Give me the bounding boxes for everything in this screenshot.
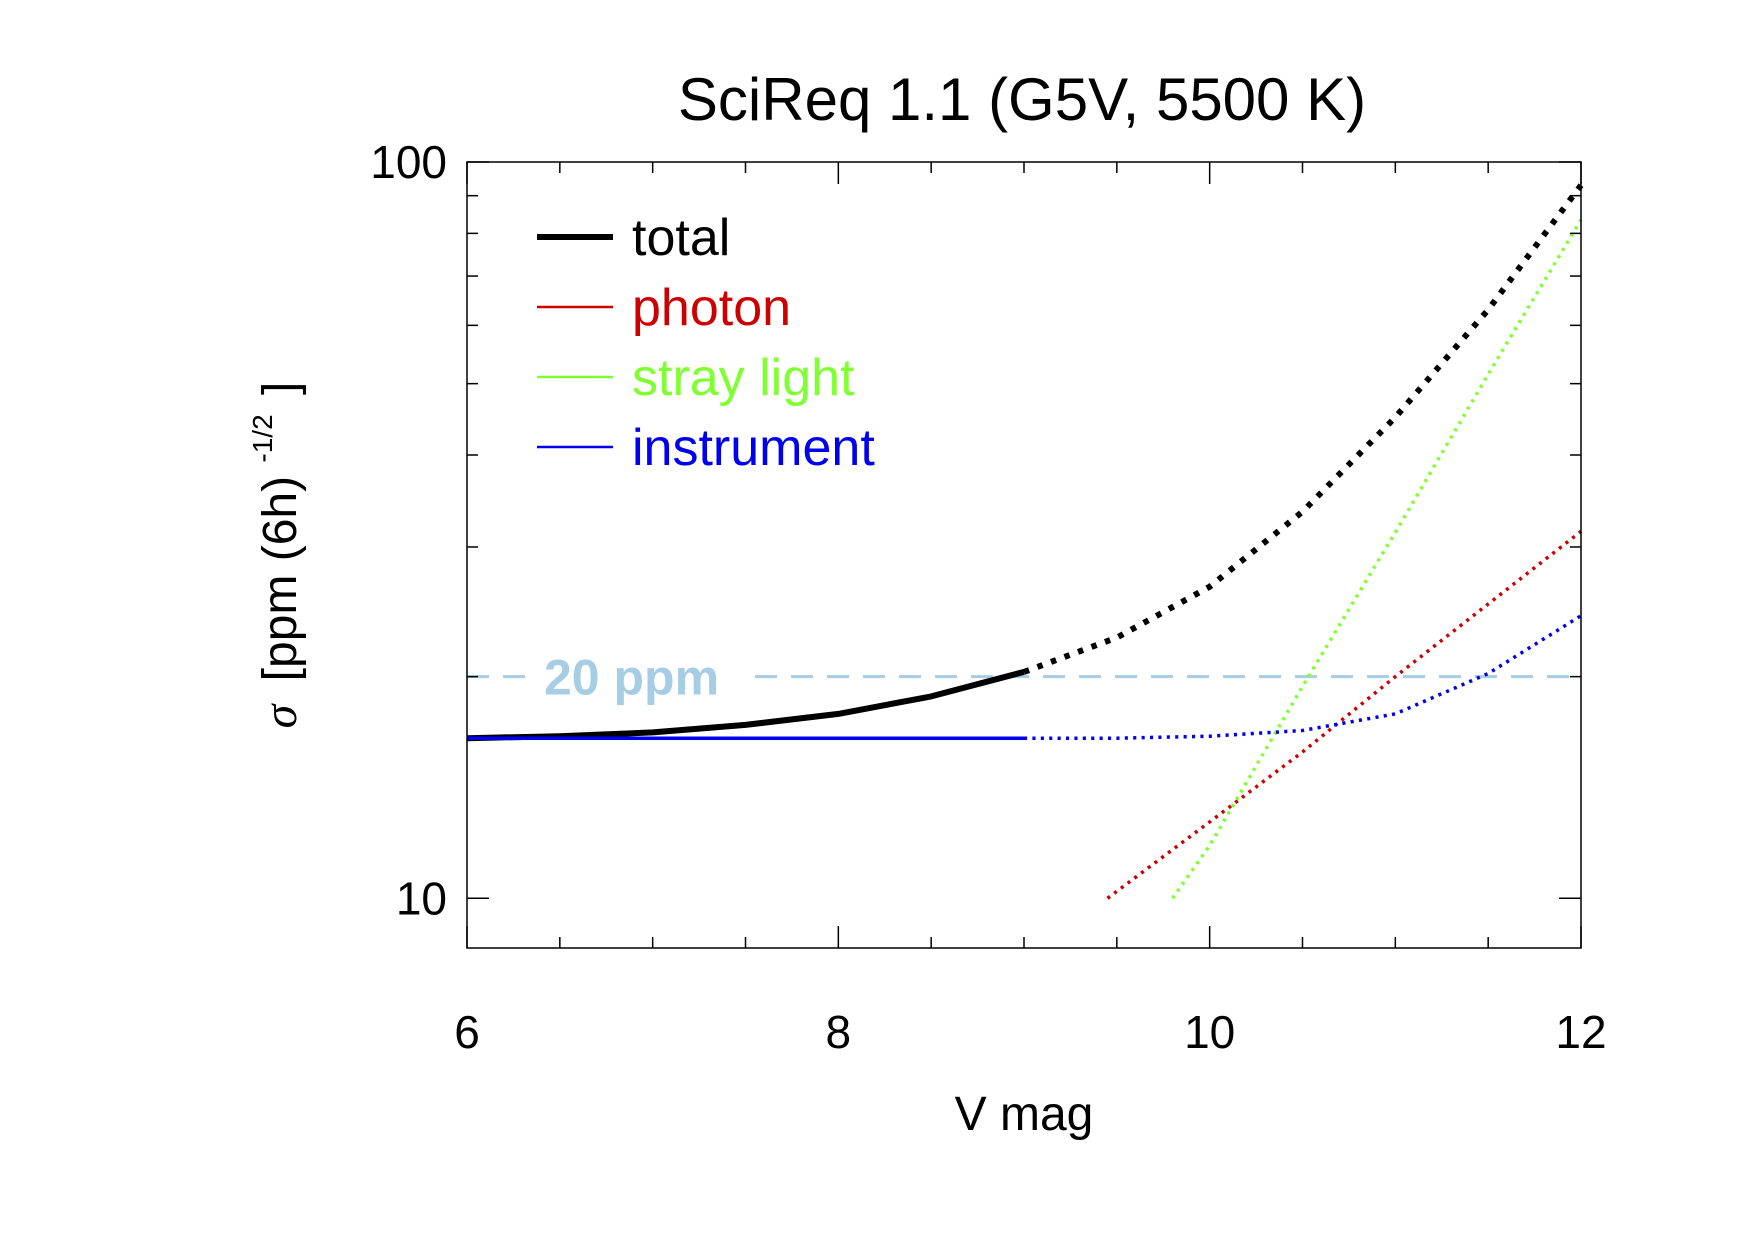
y-axis-bracket: ] — [254, 382, 307, 395]
y-axis-unit: [ppm (6h) — [254, 476, 307, 681]
legend-label: total — [632, 209, 730, 267]
reference-line-group: 20 ppm — [467, 636, 1581, 706]
x-tick-label: 12 — [1555, 1006, 1606, 1058]
series-line-photon-dotted — [1106, 530, 1583, 900]
x-tick-label: 10 — [1184, 1006, 1235, 1058]
y-axis-label: σ [ppm (6h) -1/2 ] — [230, 382, 307, 729]
legend: total photon stray light instrument — [537, 209, 875, 477]
reference-label: 20 ppm — [544, 650, 719, 706]
ticks-group: 6 8 10 12 10 100 — [370, 136, 1606, 1058]
y-axis-symbol: σ — [254, 702, 307, 728]
series-group — [466, 183, 1584, 900]
series-line-total-dotted — [1022, 183, 1584, 675]
svg-text:σ [ppm (6h) -1/2: σ [ppm (6h) -1/2 ] — [230, 382, 307, 729]
legend-label: stray light — [632, 349, 855, 407]
series-line-total-solid — [466, 668, 1025, 742]
y-tick-label: 10 — [396, 872, 447, 924]
x-tick-label: 8 — [826, 1006, 852, 1058]
reference-label-background — [538, 636, 748, 697]
y-axis-exponent: -1/2 — [247, 414, 278, 462]
chart-title: SciReq 1.1 (G5V, 5500 K) — [678, 66, 1366, 133]
series-line-instrument-dotted — [1024, 614, 1582, 740]
x-axis-label: V mag — [955, 1088, 1094, 1141]
series-line-stray-light-dotted — [1171, 218, 1583, 900]
y-tick-label: 100 — [370, 136, 447, 188]
legend-label: instrument — [632, 419, 875, 477]
x-tick-label: 6 — [454, 1006, 480, 1058]
legend-label: photon — [632, 279, 791, 337]
